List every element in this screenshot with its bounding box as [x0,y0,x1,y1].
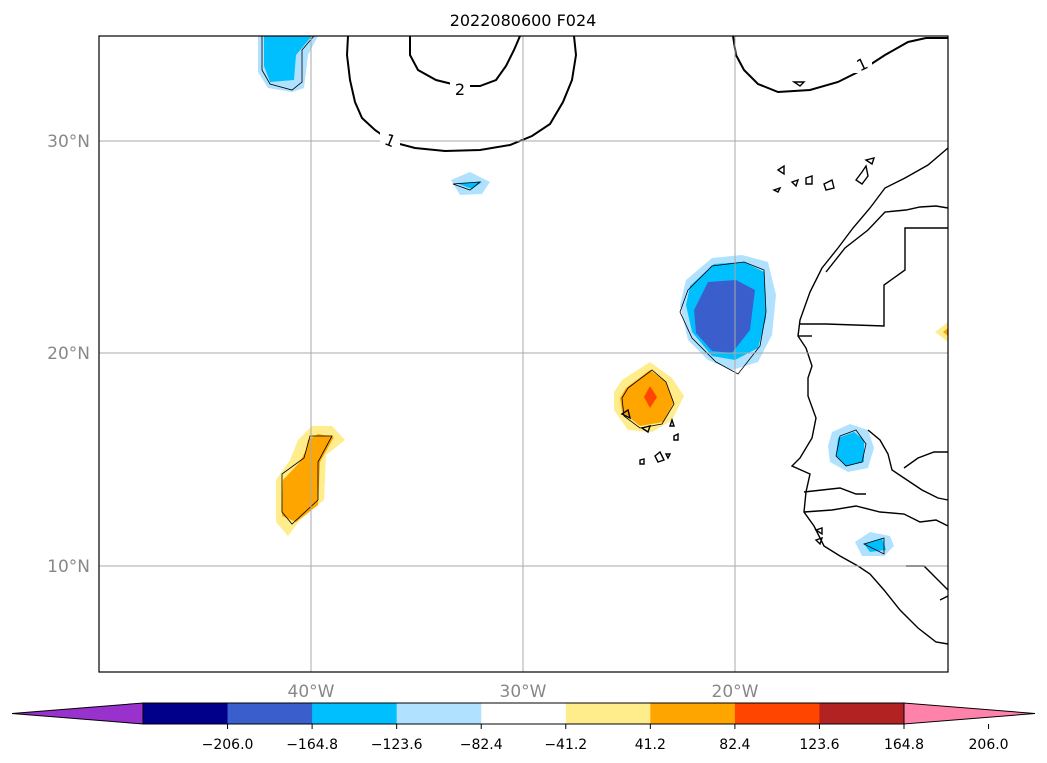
island-7 [772,186,782,193]
anomaly-dark-blue [694,280,755,353]
map-title: 2022080600 F024 [450,11,597,30]
colorbar-tick-label: 123.6 [799,737,839,753]
border-niger [903,451,948,469]
colorbar-frame [142,702,905,725]
colorbar-segment [312,703,398,724]
bissagos-2 [814,536,824,546]
map-panel: 2 1 1 [98,35,949,673]
lon-label-40w: 40°W [288,682,335,702]
shading-outlines [261,35,885,555]
colorbar-tick-label: −206.0 [202,737,254,753]
border-north [825,205,949,273]
anomaly-blue-small [456,182,482,189]
contour-1-north [345,35,578,153]
colorbar-extend-low [11,702,144,725]
island-6 [864,157,876,166]
island-4 [823,178,835,191]
colorbar-tick-label: −41.2 [544,737,587,753]
coastlines [620,81,949,645]
anomaly-blue-africa [836,432,864,466]
outline-positive [621,369,675,429]
colorbar-segment [227,703,313,724]
lat-label-30n: 30°N [47,132,90,152]
lat-label-10n: 10°N [47,557,90,577]
colorbar-tick-label: 41.2 [635,737,666,753]
border-liberia [939,595,949,601]
contour-label-2: 2 [455,80,465,99]
colorbar-segment [481,703,567,724]
colorbar-tick-label: 82.4 [719,737,750,753]
colorbar: −206.0 −164.8 −123.6 −82.4 −41.2 41.2 82.4 123.… [11,702,1036,753]
cape-verde-7 [664,453,672,460]
colorbar-segment [143,703,229,724]
island-3 [805,175,813,185]
outline-africa [835,429,867,467]
colorbar-segments [143,703,905,724]
border-mali [867,429,949,501]
cape-verde-2 [640,425,652,434]
outline-guinea [862,537,885,555]
africa-coastline [790,147,949,645]
outline-large [679,261,767,375]
lon-labels: 40°W 30°W 20°W [288,682,759,702]
contour-labels: 2 1 1 [380,54,872,151]
border-mauritania [800,227,948,327]
island-2 [790,178,800,188]
colorbar-tick-label: −123.6 [371,737,423,753]
lon-label-20w: 20°W [712,682,759,702]
outline-small [452,181,482,191]
colorbar-segment [734,703,820,724]
border-guinea [803,505,949,527]
colorbar-tick-label: 164.8 [884,737,924,753]
colorbar-tick-label: −82.4 [460,737,503,753]
lat-label-20n: 20°N [47,344,90,364]
colorbar-ticks: −206.0 −164.8 −123.6 −82.4 −41.2 41.2 82.4 123.… [202,724,1009,753]
anomaly-red [644,386,657,408]
map-frame [98,35,949,673]
outline-west [281,435,333,525]
lon-label-30w: 30°W [500,682,547,702]
island-1 [776,164,785,176]
colorbar-segment [819,703,905,724]
outline-nw [261,35,315,91]
island-5 [854,164,869,185]
cape-verde-5 [654,450,665,463]
colorbar-extend-high [903,702,1036,725]
cape-verde-1 [620,408,632,420]
bissagos-1 [814,527,823,536]
anomaly-orange-edge [943,328,948,336]
colorbar-segment [396,703,482,724]
cape-verde-4 [673,432,679,441]
anomaly-blue-guinea [864,538,886,552]
lat-labels: 30°N 20°N 10°N [47,132,90,577]
anomaly-yellow-edge [935,322,948,342]
colorbar-tick-label: −164.8 [286,737,338,753]
anomaly-blue [264,36,312,82]
cape-verde-3 [669,417,675,427]
colorbar-segment [565,703,651,724]
cape-verde-6 [639,458,645,465]
madeira [791,81,806,87]
gridlines [99,36,948,672]
border-gambia [803,487,866,495]
colorbar-tick-label: 206.0 [969,737,1009,753]
contour-1-northeast [732,35,948,94]
colorbar-segment [650,703,736,724]
